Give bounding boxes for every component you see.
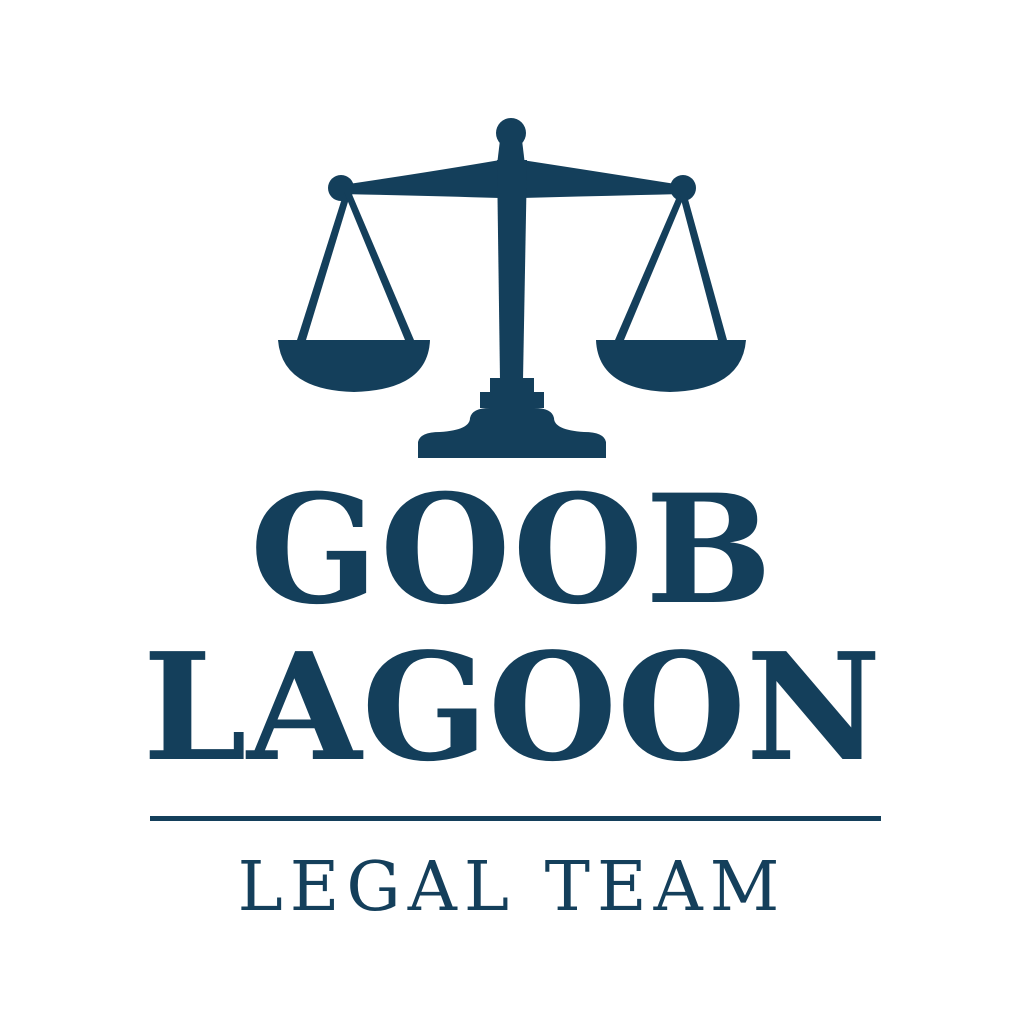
logo-tagline: LEGAL TEAM (237, 848, 787, 927)
logo-name-line-1: GOOB (249, 462, 775, 638)
logo-name-line-2: LAGOON (142, 620, 882, 794)
scales-of-justice-icon (278, 118, 746, 458)
divider-rule (150, 816, 881, 821)
